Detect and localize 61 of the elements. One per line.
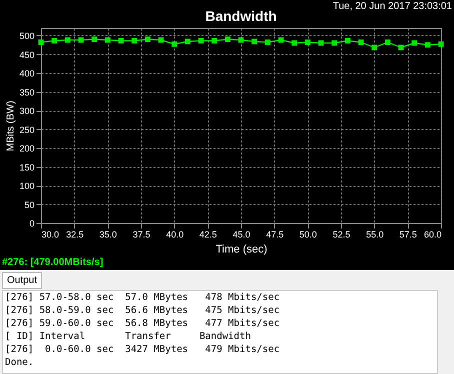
text: Output: [2, 272, 42, 289]
y-tick-label: 500: [19, 31, 34, 41]
point: [212, 38, 218, 44]
point: [412, 40, 418, 46]
x-tick-label: 45.0: [232, 230, 250, 240]
x-tick-label: 37.5: [132, 230, 150, 240]
point: [372, 44, 378, 50]
point: [64, 37, 70, 43]
point: [104, 37, 110, 43]
point: [384, 40, 390, 45]
x-axis-title: Time (sec): [216, 244, 268, 256]
point: [198, 38, 204, 44]
point: [38, 40, 44, 45]
text: #276: [479.00MBits/s]: [2, 257, 104, 268]
x-tick-label: 50.0: [299, 230, 317, 240]
text: Tue, 20 Jun 2017 23:03:01: [332, 1, 452, 12]
y-tick-label: 0: [29, 218, 34, 228]
text: [276] 58.0-59.0 sec 56.6 MBytes 475 Mbits/sec: [5, 304, 281, 317]
text: [276] 57.0-58.0 sec 57.0 MBytes 478 Mbits/sec: [5, 291, 281, 304]
x-tick-label: 55.0: [366, 230, 384, 240]
y-tick-label: 250: [19, 124, 34, 135]
point: [344, 38, 350, 44]
x-tick-label: 60.0: [424, 230, 442, 240]
x-tick-label: 52.5: [332, 230, 350, 240]
point: [424, 42, 430, 48]
text: Done.: [5, 356, 35, 369]
x-tick-label: 35.0: [99, 230, 117, 240]
x-tick-label: 47.5: [266, 230, 284, 240]
x-tick-label: 42.5: [199, 230, 217, 240]
point: [118, 38, 124, 44]
y-tick-label: 400: [19, 68, 34, 78]
point: [132, 38, 138, 44]
y-tick-label: 350: [19, 87, 34, 98]
text: [276] 59.0-60.0 sec 56.8 MBytes 477 Mbits/sec: [5, 317, 281, 330]
point: [92, 36, 98, 42]
x-tick-label: 57.5: [399, 230, 417, 240]
point: [304, 40, 310, 45]
text: [276] 0.0-60.0 sec 3427 MBytes 479 Mbits/sec: [5, 343, 281, 356]
y-tick-label: 150: [19, 162, 34, 172]
point: [172, 41, 178, 47]
y-tick-label: 300: [19, 106, 34, 116]
y-axis-title: MBits (BW): [5, 100, 16, 152]
point: [184, 38, 190, 44]
x-tick-label: 40.0: [166, 230, 184, 240]
y-tick-label: 200: [19, 144, 34, 154]
point: [52, 38, 58, 44]
text: [ ID] Interval Transfer Bandwidth: [5, 330, 252, 343]
chart-title: Bandwidth: [205, 8, 277, 24]
x-tick-label: 30.0: [42, 230, 60, 240]
point: [144, 36, 150, 42]
point: [264, 40, 270, 45]
point: [438, 41, 444, 47]
point: [252, 38, 258, 44]
y-tick-label: 100: [19, 181, 34, 191]
y-tick-label: 50: [24, 200, 34, 210]
point: [332, 40, 338, 46]
x-tick-label: 32.5: [66, 230, 84, 240]
point: [292, 40, 298, 46]
y-tick-label: 450: [19, 50, 34, 60]
point: [224, 36, 230, 42]
point: [358, 40, 364, 45]
